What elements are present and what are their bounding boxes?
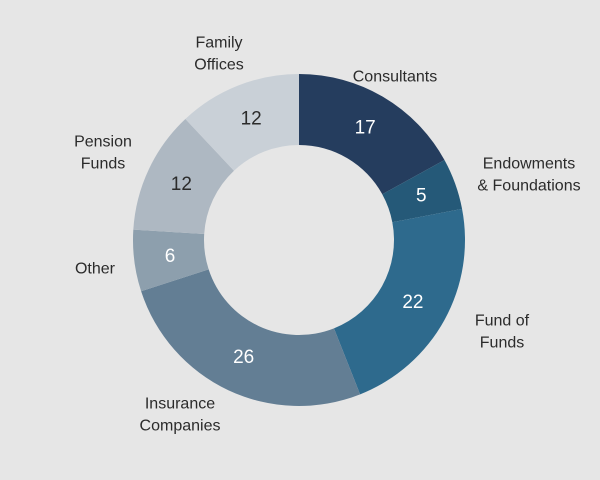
- category-label-1: Endowments & Foundations: [477, 156, 580, 195]
- donut-slice-0: [299, 74, 445, 195]
- value-label-6: 12: [241, 109, 262, 130]
- value-label-4: 6: [165, 246, 176, 267]
- value-label-3: 26: [233, 347, 254, 368]
- donut-slice-5: [133, 118, 234, 235]
- donut-slice-3: [141, 269, 361, 406]
- value-label-2: 22: [402, 292, 423, 313]
- donut-slice-2: [333, 208, 465, 395]
- category-label-5: Pension Funds: [74, 134, 132, 173]
- value-label-5: 12: [171, 174, 192, 195]
- category-label-line: Pension: [74, 134, 132, 151]
- donut-slice-4: [132, 229, 209, 292]
- category-label-6: Family Offices: [194, 35, 244, 74]
- category-label-line: Funds: [480, 335, 524, 352]
- category-label-line: Family: [195, 35, 242, 52]
- category-label-4: Other: [75, 261, 116, 278]
- category-label-line: Endowments: [483, 156, 576, 173]
- category-label-line: Companies: [140, 418, 221, 435]
- category-label-line: Insurance: [145, 396, 215, 413]
- value-label-0: 17: [355, 118, 376, 139]
- category-label-line: Funds: [81, 156, 125, 173]
- category-label-line: Other: [75, 261, 116, 278]
- category-label-2: Fund of Funds: [475, 313, 530, 352]
- category-label-3: Insurance Companies: [140, 396, 221, 435]
- category-label-line: Offices: [194, 57, 244, 74]
- donut-slice-1: [382, 160, 463, 223]
- donut-slice-6: [185, 74, 299, 171]
- category-label-line: Fund of: [475, 313, 530, 330]
- category-label-line: Consultants: [353, 69, 438, 86]
- value-label-1: 5: [416, 185, 427, 206]
- category-label-line: & Foundations: [477, 178, 580, 195]
- category-label-0: Consultants: [353, 69, 438, 86]
